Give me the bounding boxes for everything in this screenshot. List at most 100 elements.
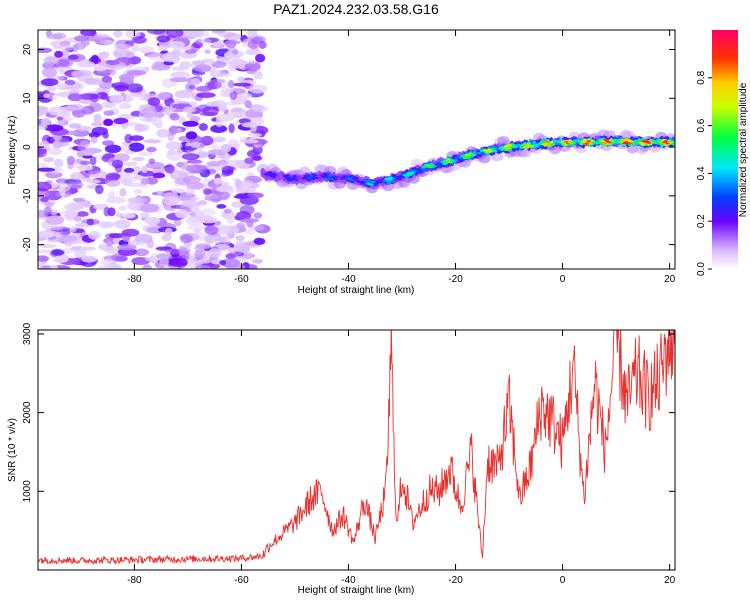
spectrogram-noise-blob	[246, 150, 259, 158]
spectrogram-noise-blob	[251, 225, 265, 231]
spectrogram-noise-blob	[60, 50, 70, 58]
spectrogram-noise-blob	[77, 144, 88, 151]
spectrogram-noise-blob	[241, 122, 258, 128]
spectrogram-noise-blob	[134, 124, 146, 133]
spectrogram-noise-blob	[56, 57, 74, 68]
spectrogram-noise-blob	[221, 258, 241, 268]
spectrogram-noise-blob	[146, 146, 157, 153]
colorbar: 0.0 0.2 0.4 0.6 0.8 Normalized spectral ampl…	[696, 30, 749, 276]
spectrogram-noise-blob	[186, 112, 194, 119]
colorbar-tick-label: 0.4	[696, 166, 707, 180]
spectrogram-ridge-cell	[440, 160, 445, 163]
spectrogram-ridge-cell	[485, 150, 490, 153]
spectrogram-noise-blob	[38, 255, 50, 262]
spectrogram-noise-blob	[140, 177, 149, 185]
spectrogram-ridge-cell	[517, 144, 522, 147]
spectrogram-noise-blob	[140, 212, 150, 219]
spectrogram-noise-blob	[48, 147, 63, 156]
snr-x-axis-label: Height of straight line (km)	[298, 585, 415, 596]
spectrogram-noise-blob	[51, 249, 64, 256]
spectrogram-noise-blob	[56, 83, 66, 91]
spectrogram-noise-blob	[178, 245, 187, 254]
spectrogram-y-tick-label: 10	[22, 92, 33, 104]
spectrogram-noise-blob	[137, 170, 155, 177]
snr-x-tick-label: -60	[234, 575, 249, 586]
spectrogram-ridge-cell	[545, 140, 550, 144]
spectrogram-noise-blob	[169, 125, 178, 135]
spectrogram-noise-blob	[54, 50, 63, 58]
spectrogram-noise-blob	[145, 176, 158, 185]
spectrogram-noise-blob	[210, 124, 228, 133]
spectrogram-ridge-cell	[414, 169, 419, 172]
spectrogram-noise-blob	[78, 246, 97, 251]
spectrogram-noise-blob	[212, 73, 233, 78]
spectrogram-ridge-cell	[547, 143, 552, 146]
spectrogram-noise-blob	[159, 257, 170, 267]
spectrogram-noise-blob	[38, 47, 53, 53]
spectrogram-y-ticks: -20 -10 0 10 20	[22, 44, 675, 252]
spectrogram-noise-blob	[143, 139, 162, 144]
spectrogram-noise-blob	[131, 44, 140, 53]
spectrogram-noise-blob	[244, 157, 254, 164]
spectrogram-ridge-cell	[311, 177, 316, 180]
spectrogram-noise-blob	[170, 71, 190, 79]
spectrogram-noise-blob	[123, 167, 135, 173]
spectrogram-noise-blob	[86, 218, 95, 226]
spectrogram-noise-blob	[247, 192, 265, 199]
spectrogram-noise-blob	[205, 101, 220, 108]
spectrogram-noise-blob	[209, 144, 221, 150]
spectrogram-noise-blob	[234, 241, 244, 249]
spectrogram-ridge-cell	[442, 162, 447, 165]
spectrogram-noise-blob	[97, 221, 115, 229]
spectrogram-noise-blob	[255, 53, 266, 63]
spectrogram-ridge-cell	[316, 177, 322, 180]
spectrogram-noise-blob	[118, 73, 135, 82]
spectrogram-noise-blob	[64, 202, 79, 212]
spectrogram-noise-blob	[70, 225, 77, 233]
spectrogram-noise-blob	[40, 197, 49, 203]
spectrogram-noise-blob	[45, 215, 65, 225]
spectrogram-noise-blob	[113, 43, 132, 50]
spectrogram-ridge-cell	[331, 175, 337, 178]
spectrogram-ridge-cell	[376, 181, 382, 184]
spectrogram-noise-blob	[216, 186, 233, 193]
spectrogram-noise-blob	[237, 76, 245, 83]
spectrogram-noise-blob	[185, 131, 198, 140]
spectrogram-noise-blob	[58, 234, 78, 242]
spectrogram-noise-blob	[152, 172, 166, 179]
spectrogram-noise-blob	[189, 206, 201, 213]
spectrogram-ridge-cell	[418, 169, 423, 172]
spectrogram-ridge-cell	[601, 142, 606, 145]
spectrogram-ridge-cell	[599, 139, 605, 142]
spectrogram-noise-blob	[194, 249, 206, 259]
spectrogram-noise-blob	[199, 38, 212, 45]
spectrogram-noise-blob	[119, 102, 132, 110]
spectrogram-noise-blob	[179, 234, 193, 244]
spectrogram-noise-blob	[43, 56, 59, 65]
spectrogram-noise-blob	[244, 100, 252, 109]
spectrogram-noise-blob	[113, 117, 129, 125]
spectrogram-noise-blob	[46, 92, 59, 100]
spectrogram-noise-blob	[217, 190, 230, 201]
spectrogram-ridge-cell	[504, 145, 509, 148]
spectrogram-noise-blob	[183, 30, 204, 38]
spectrogram-noise-blob	[59, 116, 74, 122]
spectrogram-noise-blob	[247, 30, 258, 39]
spectrogram-noise-blob	[68, 123, 82, 129]
spectrogram-noise-blob	[98, 53, 109, 60]
spectrogram-noise-blob	[47, 225, 64, 231]
spectrogram-noise-blob	[198, 123, 208, 131]
spectrogram-noise-blob	[161, 195, 180, 206]
snr-series-line	[38, 330, 675, 566]
spectrogram-noise-blob	[138, 46, 155, 54]
spectrogram-ridge-cell	[670, 142, 675, 146]
spectrogram-noise-blob	[119, 188, 127, 197]
spectrogram-ridge-cell	[584, 142, 590, 145]
spectrogram-noise-blob	[105, 196, 126, 204]
spectrogram-noise-blob	[38, 124, 48, 130]
spectrogram-noise-blob	[196, 232, 207, 242]
spectrogram-noise-blob	[161, 234, 172, 242]
spectrogram-noise-blob	[78, 202, 86, 208]
spectrogram-noise-blob	[195, 264, 212, 269]
spectrogram-ridge-cell	[549, 141, 554, 144]
